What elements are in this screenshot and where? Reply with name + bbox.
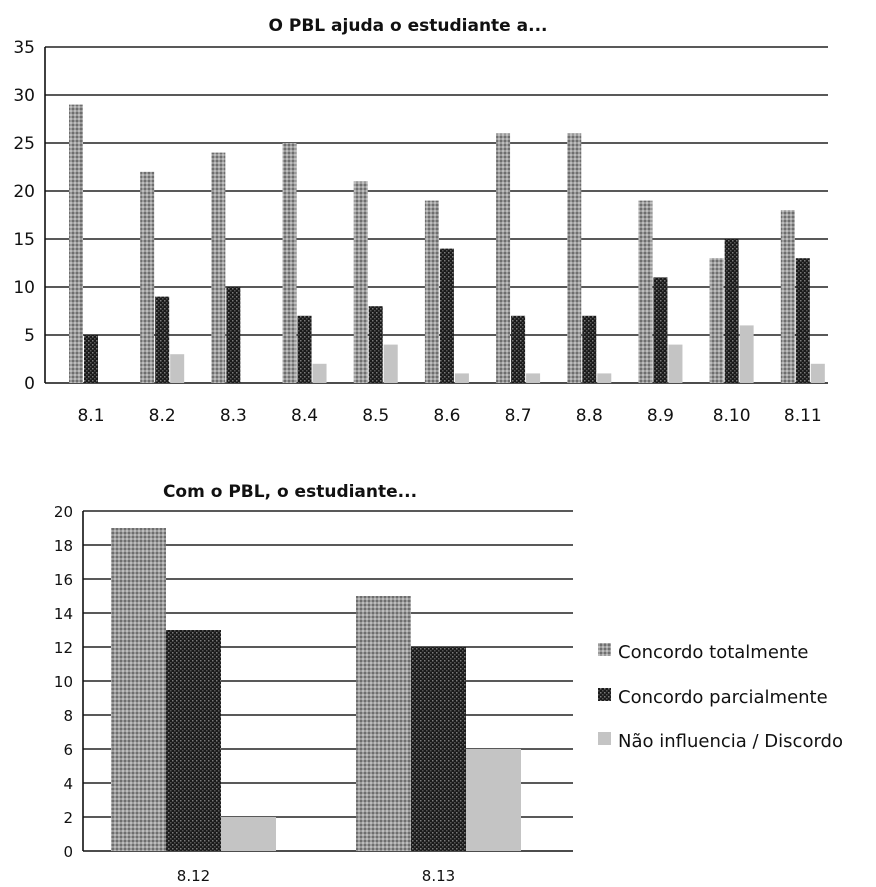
bar-concordo-parcialmente-8-3 xyxy=(226,287,241,383)
bar-concordo-parcialmente-8-13 xyxy=(411,647,466,851)
bar-concordo-totalmente-8-5 xyxy=(353,181,368,383)
chart-top-x-ticks: 8.1 8.2 8.3 8.4 8.5 8.6 8.7 8.8 8.9 8.10 8.11 xyxy=(77,406,821,426)
bar-concordo-parcialmente-8-8 xyxy=(582,315,597,383)
y-tick-label: 25 xyxy=(13,134,35,154)
chart-bottom-y-ticks: 0 2 4 6 8 10 12 14 16 18 20 xyxy=(54,503,73,861)
bar-nao-influencia-8-12 xyxy=(221,817,276,851)
legend-label-concordo-parcialmente: Concordo parcialmente xyxy=(618,687,828,708)
chart-top-title: O PBL ajuda o estudiante a... xyxy=(269,16,548,36)
chart-top-bars xyxy=(69,104,825,383)
legend-item-concordo-parcialmente: Concordo parcialmente xyxy=(598,687,828,708)
y-tick-label: 20 xyxy=(13,182,35,202)
bar-nao-influencia-8-2 xyxy=(170,354,185,383)
bar-concordo-totalmente-8-7 xyxy=(496,133,511,383)
bar-concordo-totalmente-8-1 xyxy=(69,104,83,383)
legend: Concordo totalmente Concordo parcialment… xyxy=(598,642,843,752)
bar-concordo-totalmente-8-4 xyxy=(282,143,297,383)
x-tick-label: 8.12 xyxy=(177,867,210,885)
y-tick-label: 18 xyxy=(54,537,73,555)
chart-bottom: Com o PBL, o estudiante... 0 2 4 6 8 10 12 14 16… xyxy=(54,482,573,885)
bar-nao-influencia-8-9 xyxy=(668,344,683,383)
y-tick-label: 15 xyxy=(13,230,35,250)
bar-concordo-parcialmente-8-12 xyxy=(166,630,221,851)
bar-concordo-parcialmente-8-6 xyxy=(439,248,454,383)
bar-concordo-totalmente-8-8 xyxy=(567,133,582,383)
y-tick-label: 12 xyxy=(54,639,73,657)
bar-nao-influencia-8-6 xyxy=(454,373,469,383)
bar-nao-influencia-8-5 xyxy=(383,344,398,383)
legend-swatch-concordo-totalmente xyxy=(598,643,611,656)
x-tick-label: 8.10 xyxy=(713,406,751,426)
y-tick-label: 0 xyxy=(63,843,73,861)
chart-bottom-title: Com o PBL, o estudiante... xyxy=(163,482,417,502)
bar-concordo-parcialmente-8-7 xyxy=(511,315,526,383)
bar-concordo-totalmente-8-2 xyxy=(140,171,155,383)
chart-top-y-ticks: 0 5 10 15 20 25 30 35 xyxy=(13,38,35,394)
chart-top: O PBL ajuda o estudiante a... 0 5 10 15 20 25… xyxy=(13,16,828,426)
x-tick-label: 8.1 xyxy=(77,406,104,426)
legend-label-concordo-totalmente: Concordo totalmente xyxy=(618,642,808,663)
y-tick-label: 8 xyxy=(63,707,73,725)
bar-concordo-totalmente-8-10 xyxy=(709,258,724,383)
x-tick-label: 8.2 xyxy=(149,406,176,426)
y-tick-label: 2 xyxy=(63,809,73,827)
x-tick-label: 8.9 xyxy=(647,406,674,426)
x-tick-label: 8.4 xyxy=(291,406,318,426)
x-tick-label: 8.8 xyxy=(576,406,603,426)
bar-concordo-totalmente-8-12 xyxy=(111,528,166,851)
y-tick-label: 20 xyxy=(54,503,73,521)
x-tick-label: 8.11 xyxy=(784,406,822,426)
y-tick-label: 35 xyxy=(13,38,35,58)
bar-concordo-totalmente-8-11 xyxy=(780,210,795,383)
legend-swatch-nao-influencia xyxy=(598,732,611,745)
bar-concordo-parcialmente-8-4 xyxy=(297,315,312,383)
x-tick-label: 8.7 xyxy=(505,406,532,426)
bar-concordo-totalmente-8-9 xyxy=(638,200,653,383)
bar-nao-influencia-8-13 xyxy=(466,749,521,851)
y-tick-label: 30 xyxy=(13,86,35,106)
y-tick-label: 10 xyxy=(54,673,73,691)
y-tick-label: 4 xyxy=(63,775,73,793)
bar-concordo-parcialmente-8-9 xyxy=(653,277,668,383)
bar-concordo-parcialmente-8-10 xyxy=(724,239,739,383)
y-tick-label: 5 xyxy=(24,326,35,346)
bar-concordo-parcialmente-8-5 xyxy=(368,306,383,383)
chart-bottom-x-ticks: 8.12 8.13 xyxy=(177,867,455,885)
legend-item-nao-influencia: Não influencia / Discordo xyxy=(598,731,843,752)
bar-nao-influencia-8-4 xyxy=(312,363,327,383)
chart-bottom-bars xyxy=(111,528,521,851)
bar-concordo-totalmente-8-3 xyxy=(211,152,226,383)
bar-concordo-totalmente-8-6 xyxy=(424,200,439,383)
bar-nao-influencia-8-11 xyxy=(810,363,825,383)
y-tick-label: 6 xyxy=(63,741,73,759)
bar-nao-influencia-8-8 xyxy=(597,373,612,383)
x-tick-label: 8.5 xyxy=(362,406,389,426)
bar-concordo-parcialmente-8-11 xyxy=(795,258,810,383)
y-tick-label: 0 xyxy=(24,374,35,394)
y-tick-label: 10 xyxy=(13,278,35,298)
legend-swatch-concordo-parcialmente xyxy=(598,688,611,701)
bar-nao-influencia-8-10 xyxy=(739,325,754,383)
bar-nao-influencia-8-7 xyxy=(526,373,541,383)
legend-item-concordo-totalmente: Concordo totalmente xyxy=(598,642,808,663)
x-tick-label: 8.6 xyxy=(433,406,460,426)
x-tick-label: 8.13 xyxy=(422,867,455,885)
y-tick-label: 14 xyxy=(54,605,73,623)
bar-concordo-parcialmente-8-2 xyxy=(155,296,170,383)
bar-concordo-totalmente-8-13 xyxy=(356,596,411,851)
x-tick-label: 8.3 xyxy=(220,406,247,426)
bar-concordo-parcialmente-8-1 xyxy=(84,335,98,383)
y-tick-label: 16 xyxy=(54,571,73,589)
legend-label-nao-influencia: Não influencia / Discordo xyxy=(618,731,843,752)
